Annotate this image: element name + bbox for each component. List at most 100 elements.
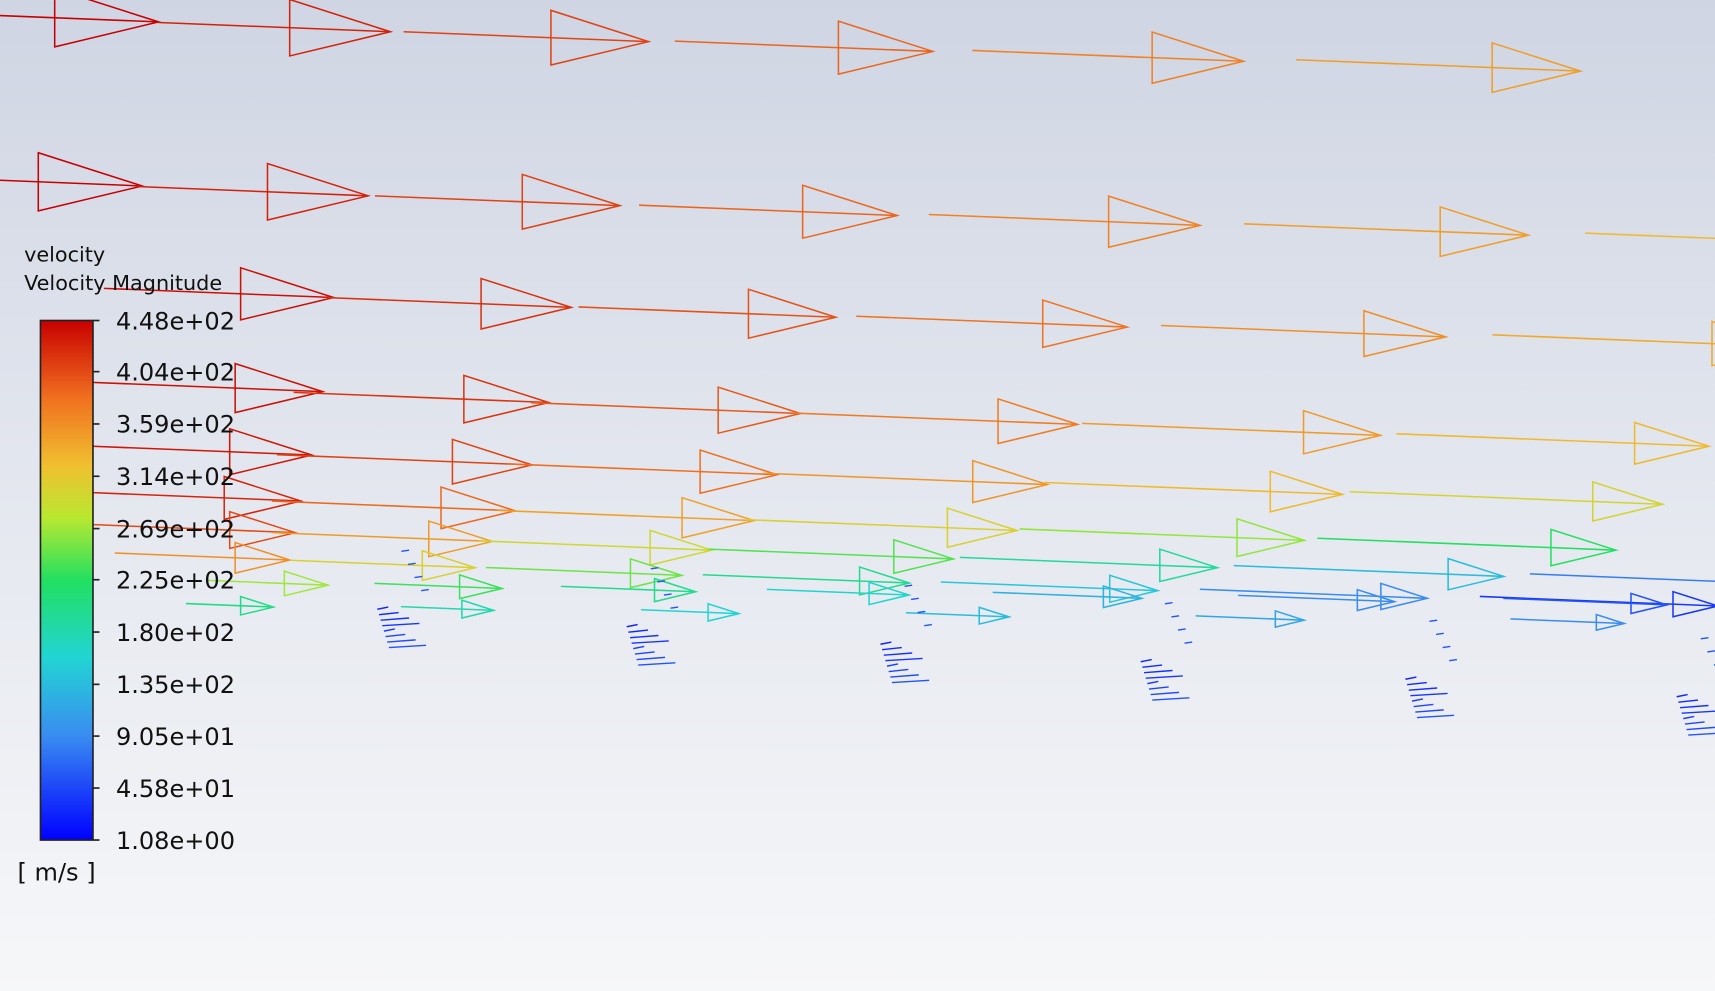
- wall-vector: [1676, 693, 1688, 698]
- vector-shaft: [746, 518, 1018, 532]
- vector-head: [1711, 320, 1715, 367]
- vector-shaft: [530, 401, 801, 415]
- vector-shaft: [766, 588, 909, 596]
- vector-shaft: [1479, 595, 1715, 607]
- vector-shaft: [1529, 573, 1715, 583]
- vector-shaft: [639, 204, 898, 217]
- wall-vector: [924, 623, 932, 627]
- vector-head: [458, 573, 505, 600]
- wall-vector: [1147, 680, 1159, 685]
- vector-head: [37, 151, 146, 212]
- wall-vector: [1429, 619, 1438, 622]
- tick-label: 2.69e+02: [116, 515, 235, 543]
- wall-vector: [1411, 698, 1424, 702]
- vector-head: [699, 448, 781, 495]
- vector-head: [288, 0, 394, 57]
- wall-vector: [910, 597, 919, 601]
- vector-shaft: [1019, 528, 1305, 542]
- vector-head: [1550, 528, 1619, 567]
- velocity-vectors: [0, 0, 1715, 736]
- vector-head: [463, 374, 552, 424]
- wall-vector: [1442, 645, 1451, 649]
- wall-vector: [628, 629, 649, 633]
- wall-vector: [886, 663, 899, 667]
- vector-shaft: [1195, 615, 1305, 621]
- vector-head: [1107, 195, 1203, 249]
- wall-vector: [634, 651, 655, 655]
- vector-head: [1041, 298, 1131, 349]
- vector-head: [451, 438, 535, 485]
- wall-vector: [377, 606, 389, 610]
- wall-vector: [1700, 636, 1709, 640]
- vector-head: [837, 20, 936, 76]
- vector-shaft: [959, 556, 1218, 569]
- wall-vector: [401, 549, 410, 552]
- vector-head: [858, 566, 913, 596]
- tick-label: 1.35e+02: [116, 671, 235, 699]
- vector-shaft: [708, 548, 954, 560]
- vector-shaft: [158, 21, 391, 33]
- wall-vector: [1148, 686, 1169, 690]
- wall-vector: [891, 679, 930, 684]
- vector-shaft: [702, 573, 910, 584]
- wall-vector: [1150, 691, 1180, 696]
- vector-head: [440, 485, 519, 530]
- vector-shaft: [763, 472, 1048, 486]
- vector-head: [421, 549, 479, 582]
- vector-head: [717, 386, 804, 435]
- vector-head: [971, 459, 1051, 504]
- vector-head: [1633, 421, 1712, 466]
- vector-head: [1630, 592, 1670, 615]
- vector-shaft: [1492, 334, 1715, 345]
- wall-vector: [636, 656, 666, 661]
- wall-vector: [626, 623, 638, 628]
- tick-label: 9.05e+01: [116, 723, 235, 751]
- wall-vector: [1145, 675, 1183, 679]
- vector-shaft: [0, 14, 159, 23]
- wall-vector: [1707, 650, 1715, 653]
- vector-shaft: [485, 566, 682, 577]
- wall-vector: [383, 628, 395, 632]
- wall-vector: [631, 640, 669, 644]
- vector-shaft: [185, 602, 274, 608]
- legend-unit: [ m/s ]: [18, 859, 96, 887]
- vector-shaft: [272, 531, 493, 543]
- wall-vector: [657, 580, 666, 583]
- vector-shaft: [1044, 481, 1343, 496]
- vector-shaft: [972, 49, 1244, 63]
- wall-vector: [888, 668, 909, 673]
- wall-vector: [414, 575, 423, 579]
- wall-vector: [670, 606, 679, 609]
- vector-head: [1274, 609, 1308, 629]
- tick-label: 4.58e+01: [116, 775, 235, 803]
- vector-head: [239, 595, 277, 616]
- wall-vector: [380, 617, 410, 621]
- wall-vector: [382, 622, 420, 627]
- vector-head: [649, 529, 715, 566]
- vector-shaft: [374, 195, 620, 207]
- vector-shaft: [674, 40, 933, 53]
- vector-shaft: [1396, 433, 1710, 448]
- vector-shaft: [1244, 223, 1529, 236]
- wall-vector: [1177, 628, 1186, 631]
- vector-head: [1151, 30, 1247, 85]
- vector-shaft: [640, 608, 739, 615]
- vector-head: [946, 507, 1020, 549]
- vector-shaft: [87, 523, 296, 534]
- vector-head: [266, 162, 372, 221]
- vector-head: [550, 9, 652, 67]
- vector-shaft: [103, 287, 334, 299]
- vector-shaft: [1160, 324, 1446, 338]
- wall-vector: [1184, 641, 1193, 644]
- vector-head: [681, 496, 757, 539]
- vector-head: [1592, 480, 1666, 522]
- vector-shaft: [507, 463, 778, 476]
- vector-shaft: [1317, 537, 1617, 551]
- vector-shaft: [327, 296, 572, 309]
- vector-shaft: [940, 581, 1158, 592]
- wall-vector: [378, 611, 399, 616]
- wall-vector: [890, 674, 919, 678]
- wall-vector: [638, 662, 676, 666]
- legend-title: velocity: [24, 242, 105, 266]
